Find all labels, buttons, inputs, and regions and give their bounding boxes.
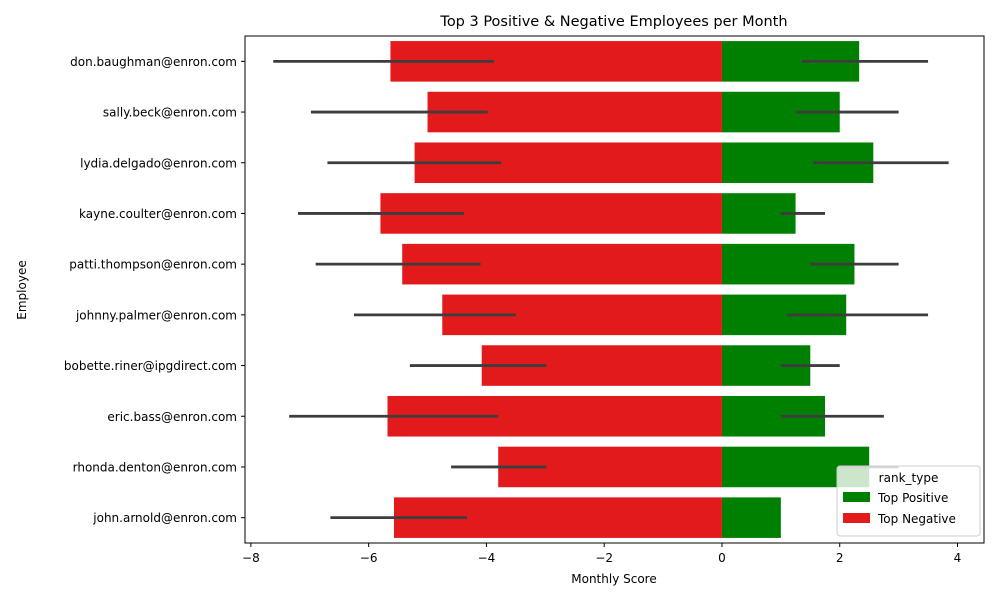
y-tick-label: lydia.delgado@enron.com <box>80 156 237 170</box>
y-tick-label: john.arnold@enron.com <box>92 511 237 525</box>
x-tick-label: 2 <box>836 551 844 565</box>
y-tick-label: kayne.coulter@enron.com <box>79 207 237 221</box>
y-axis-label: Employee <box>15 260 29 319</box>
x-tick-label: 4 <box>954 551 962 565</box>
legend: rank_type Top Positive Top Negative <box>836 465 981 537</box>
plot-frame <box>244 35 985 544</box>
x-axis-label: Monthly Score <box>571 572 656 586</box>
x-tick-label: −2 <box>595 551 613 565</box>
y-tick-label: don.baughman@enron.com <box>70 55 237 69</box>
legend-box <box>836 465 981 537</box>
y-tick-label: sally.beck@enron.com <box>103 106 237 120</box>
plot-area <box>244 35 985 544</box>
y-tick-label: rhonda.denton@enron.com <box>73 460 237 474</box>
y-axis: don.baughman@enron.com sally.beck@enron.c… <box>64 55 245 525</box>
legend-swatch <box>843 513 870 523</box>
x-tick-label: −6 <box>360 551 378 565</box>
legend-title: rank_type <box>879 471 939 485</box>
legend-label: Top Negative <box>877 512 956 526</box>
x-axis: −8 −6 −4 −2 0 2 4 <box>242 543 961 565</box>
x-tick-label: −4 <box>478 551 496 565</box>
legend-label: Top Positive <box>877 491 948 505</box>
x-tick-label: −8 <box>242 551 260 565</box>
y-tick-label: patti.thompson@enron.com <box>69 258 237 272</box>
x-tick-label: 0 <box>718 551 726 565</box>
chart-title: Top 3 Positive & Negative Employees per … <box>439 14 787 30</box>
y-tick-label: johnny.palmer@enron.com <box>75 308 237 322</box>
legend-swatch <box>843 492 870 502</box>
y-tick-label: bobette.riner@ipgdirect.com <box>64 359 237 373</box>
y-tick-label: eric.bass@enron.com <box>107 410 237 424</box>
bar-positive <box>721 497 781 538</box>
